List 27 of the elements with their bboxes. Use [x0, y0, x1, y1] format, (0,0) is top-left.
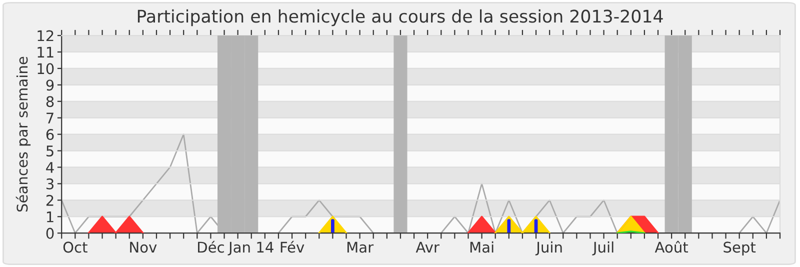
x-tick-label: Fév	[280, 240, 304, 253]
x-tick-label: Oct	[63, 242, 88, 253]
x-tick-label: Déc	[198, 240, 224, 253]
x-tick-label: Nov	[130, 242, 157, 253]
y-tick-label: 3	[46, 178, 54, 190]
y-tick-label: 0	[46, 228, 54, 239]
y-tick-label: 7	[46, 112, 54, 124]
chart-title: Participation en hemicycle au cours de la session 2013-2014	[138, 9, 663, 26]
y-tick-label: 11	[38, 46, 54, 58]
x-tick-label: Sept	[724, 242, 756, 256]
y-tick-label: 12	[38, 30, 54, 42]
x-tick-label: Avr	[416, 242, 440, 253]
y-tick-label: 5	[46, 146, 54, 157]
y-tick-label: 2	[46, 194, 54, 206]
y-tick-label: 6	[46, 129, 54, 140]
x-tick-label: Jan 14	[228, 242, 274, 256]
y-tick-label: 10	[38, 63, 54, 74]
x-tick-label: Mar	[347, 242, 374, 253]
x-tick-label: Juil	[592, 241, 614, 256]
y-tick-label: 8	[46, 96, 54, 108]
y-axis-title: Séances par semaine	[16, 56, 31, 212]
y-tick-label: 1	[46, 212, 54, 222]
x-tick-label: Mai	[470, 241, 494, 253]
x-tick-label: Juin	[535, 241, 562, 256]
x-tick-label: Août	[654, 240, 688, 253]
y-tick-label: 9	[46, 80, 54, 91]
y-tick-label: 4	[46, 162, 54, 173]
